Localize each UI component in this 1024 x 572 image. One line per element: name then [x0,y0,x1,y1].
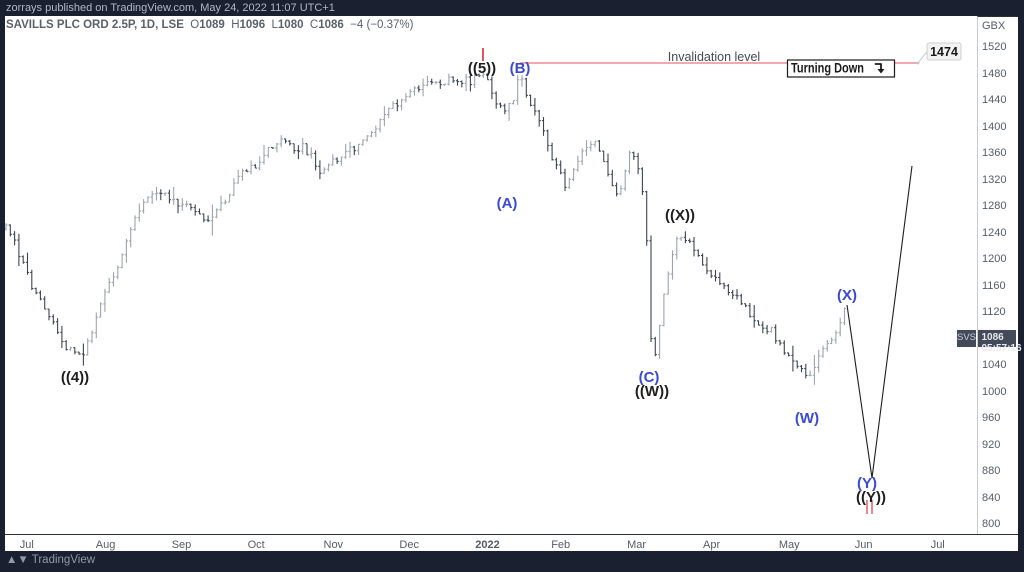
svg-text:1474: 1474 [930,45,958,59]
svg-text:((X)): ((X)) [665,207,695,224]
svg-text:(A): (A) [497,195,518,212]
svg-text:Turning Down: Turning Down [791,61,864,76]
svg-text:((4)): ((4)) [61,369,89,386]
svg-text:((5)): ((5)) [468,60,496,77]
svg-text:((W)): ((W)) [635,383,669,400]
svg-text:(X): (X) [837,287,857,304]
svg-text:((Y)): ((Y)) [856,489,886,506]
svg-text:(W): (W) [795,410,819,427]
svg-text:Invalidation level: Invalidation level [668,50,760,64]
svg-text:(B): (B) [510,60,531,77]
